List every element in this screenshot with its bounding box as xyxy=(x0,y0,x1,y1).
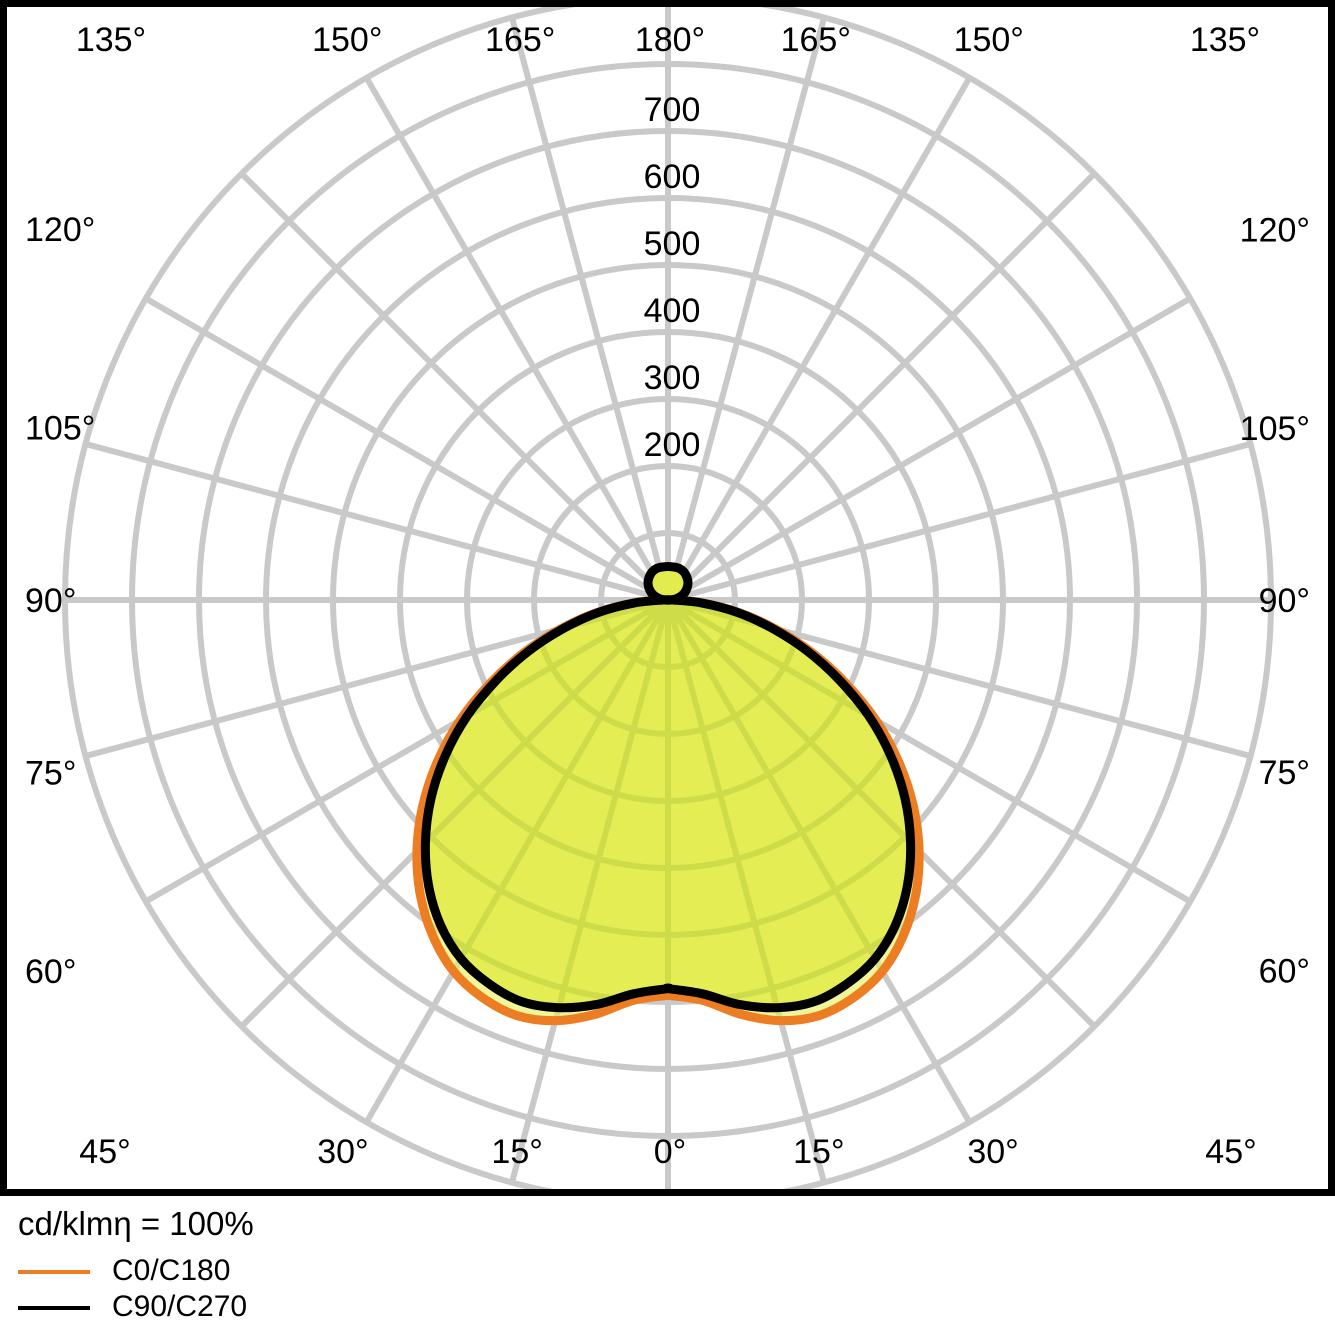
polar-plot-frame: 200 300 400 500 600 700 135° 150° 165° 180° 165° 1… xyxy=(0,0,1335,1196)
angle-label-left-4: 60° xyxy=(25,953,76,991)
angle-label-top-1: 150° xyxy=(312,21,382,59)
legend-swatch-c90-c270 xyxy=(18,1306,90,1310)
angle-label-bottom-5: 30° xyxy=(967,1133,1018,1171)
angle-label-bottom-0: 45° xyxy=(79,1133,130,1171)
angle-label-right-3: 75° xyxy=(1259,754,1310,792)
legend-label-c90-c270: C90/C270 xyxy=(112,1290,248,1323)
angle-label-right-2: 90° xyxy=(1259,582,1310,620)
angle-label-top-0: 135° xyxy=(76,21,146,59)
angular-tick-labels: 135° 150° 165° 180° 165° 150° 135° 45° 30° 15° 0° 1… xyxy=(25,21,1310,1171)
radial-tick-400: 400 xyxy=(644,292,701,330)
legend-swatch-c0-c180 xyxy=(18,1270,90,1274)
angle-label-top-6: 135° xyxy=(1190,21,1260,59)
radial-tick-200: 200 xyxy=(644,426,701,464)
radial-tick-300: 300 xyxy=(644,359,701,397)
angle-label-bottom-6: 45° xyxy=(1205,1133,1256,1171)
distribution-fill xyxy=(416,566,920,1021)
angle-label-top-3: 180° xyxy=(635,21,705,59)
angle-label-bottom-1: 30° xyxy=(317,1133,368,1171)
radial-tick-labels: 200 300 400 500 600 700 xyxy=(644,91,701,464)
radial-tick-600: 600 xyxy=(644,158,701,196)
angle-label-left-1: 105° xyxy=(25,410,95,448)
angle-label-right-0: 120° xyxy=(1240,211,1310,249)
angle-label-bottom-2: 15° xyxy=(491,1133,542,1171)
radial-tick-500: 500 xyxy=(644,225,701,263)
angle-label-top-4: 165° xyxy=(781,21,851,59)
angle-label-right-1: 105° xyxy=(1240,410,1310,448)
distribution-curves xyxy=(412,561,924,1026)
legend-panel: cd/klmη = 100% C0/C180 C90/C270 xyxy=(0,1196,1335,1335)
angle-label-right-4: 60° xyxy=(1259,953,1310,991)
angle-label-top-2: 165° xyxy=(485,21,555,59)
radial-tick-700: 700 xyxy=(644,91,701,129)
angle-label-left-2: 90° xyxy=(25,582,76,620)
angle-label-top-5: 150° xyxy=(954,21,1024,59)
angle-label-bottom-4: 15° xyxy=(793,1133,844,1171)
legend-label-c0-c180: C0/C180 xyxy=(112,1254,231,1287)
angle-label-bottom-3: 0° xyxy=(654,1133,687,1171)
ratio-label: cd/klmη = 100% xyxy=(18,1205,254,1242)
angle-label-left-0: 120° xyxy=(25,211,95,249)
angle-label-left-3: 75° xyxy=(25,754,76,792)
